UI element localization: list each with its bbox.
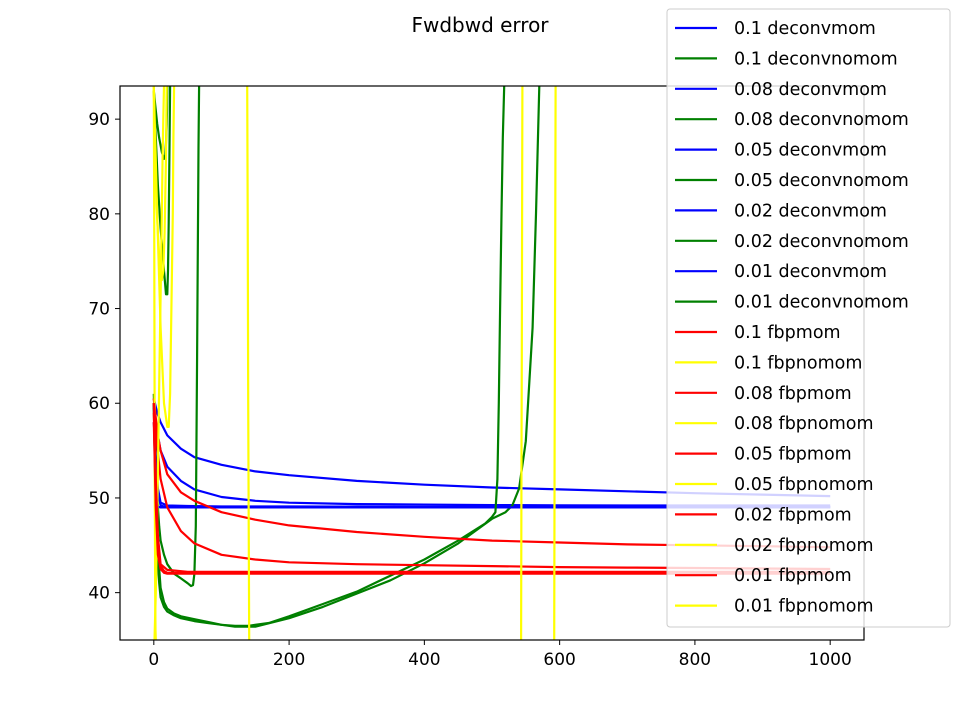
x-axis: 0 200 400 600 800 1000 xyxy=(148,640,852,670)
y-tick-label: 70 xyxy=(88,300,110,320)
x-tick-label: 800 xyxy=(679,650,711,670)
legend-label: 0.1 fbpmom xyxy=(734,323,841,343)
legend-label: 0.01 deconvmom xyxy=(734,262,887,282)
x-tick-label: 200 xyxy=(273,650,305,670)
x-tick-label: 1000 xyxy=(809,650,852,670)
y-tick-label: 90 xyxy=(88,110,110,130)
x-tick-label: 0 xyxy=(148,650,159,670)
series-line-18 xyxy=(152,422,831,575)
series-line-3 xyxy=(152,86,172,296)
legend-label: 0.05 deconvnomom xyxy=(734,171,909,191)
legend-label: 0.1 deconvnomom xyxy=(734,49,898,69)
series-line-2 xyxy=(152,407,831,507)
legend-label: 0.08 fbpnomom xyxy=(734,414,874,434)
series-line-0 xyxy=(152,398,831,498)
y-tick-label: 60 xyxy=(88,394,110,414)
legend-label: 0.1 fbpnomom xyxy=(734,353,862,373)
legend-label: 0.02 deconvnomom xyxy=(734,232,909,252)
legend: 0.1 deconvmom 0.1 deconvnomom 0.08 deconvm… xyxy=(666,8,951,628)
legend-label: 0.05 deconvmom xyxy=(734,141,887,161)
chart-title: Fwdbwd error xyxy=(411,13,549,37)
y-axis: 40 50 60 70 80 90 xyxy=(88,110,120,604)
y-tick-label: 40 xyxy=(88,584,110,604)
legend-label: 0.05 fbpmom xyxy=(734,445,852,465)
legend-label: 0.02 fbpnomom xyxy=(734,536,874,556)
series-line-10 xyxy=(152,398,831,549)
y-tick-label: 80 xyxy=(88,205,110,225)
plot-lines xyxy=(152,86,831,640)
legend-box xyxy=(666,8,951,628)
series-line-12 xyxy=(152,403,831,571)
legend-label: 0.01 fbpmom xyxy=(734,566,852,586)
extra-line-0 xyxy=(519,86,524,640)
legend-label: 0.02 fbpmom xyxy=(734,505,852,525)
series-line-17 xyxy=(152,86,176,428)
legend-label: 0.08 deconvmom xyxy=(734,80,887,100)
legend-label: 0.02 deconvmom xyxy=(734,201,887,221)
series-line-19 xyxy=(246,86,251,640)
x-tick-label: 600 xyxy=(543,650,575,670)
legend-label: 0.08 deconvnomom xyxy=(734,110,909,130)
extra-line-1 xyxy=(553,86,557,640)
y-tick-label: 50 xyxy=(88,489,110,509)
legend-label: 0.1 deconvmom xyxy=(734,19,876,39)
legend-label: 0.01 fbpnomom xyxy=(734,597,874,617)
legend-label: 0.05 fbpnomom xyxy=(734,475,874,495)
series-line-9 xyxy=(152,86,506,627)
x-tick-label: 400 xyxy=(408,650,440,670)
legend-label: 0.01 deconvnomom xyxy=(734,293,909,313)
legend-label: 0.08 fbpmom xyxy=(734,384,852,404)
